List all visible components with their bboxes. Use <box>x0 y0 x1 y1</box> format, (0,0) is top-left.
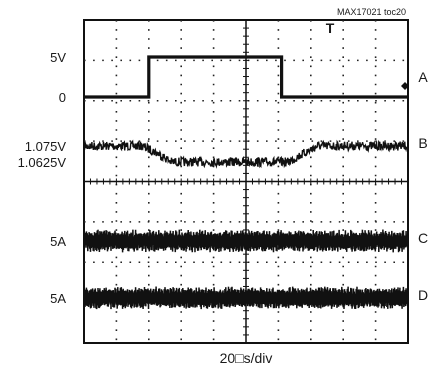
ground-marker-icon <box>401 82 409 90</box>
level-label-c: 5A <box>50 234 66 249</box>
trigger-marker: T <box>326 20 335 36</box>
grid <box>84 20 408 343</box>
level-label-a: 0 <box>59 90 66 105</box>
chip-id-label: MAX17021 toc20 <box>337 7 406 17</box>
channel-label-b: B <box>418 135 427 151</box>
trace-d <box>83 286 409 310</box>
traces <box>83 55 409 310</box>
x-axis-label: 20□s/div <box>220 350 273 366</box>
level-label-a: 5V <box>50 50 66 65</box>
level-label-d: 5A <box>50 291 66 306</box>
trace-b <box>83 139 409 169</box>
level-label-b: 1.075V <box>25 139 67 154</box>
channel-label-a: A <box>418 69 428 85</box>
channel-label-c: C <box>418 230 428 246</box>
trace-c <box>83 229 409 253</box>
level-label-b: 1.0625V <box>18 155 67 170</box>
trace-a <box>84 55 408 99</box>
channel-label-d: D <box>418 287 428 303</box>
